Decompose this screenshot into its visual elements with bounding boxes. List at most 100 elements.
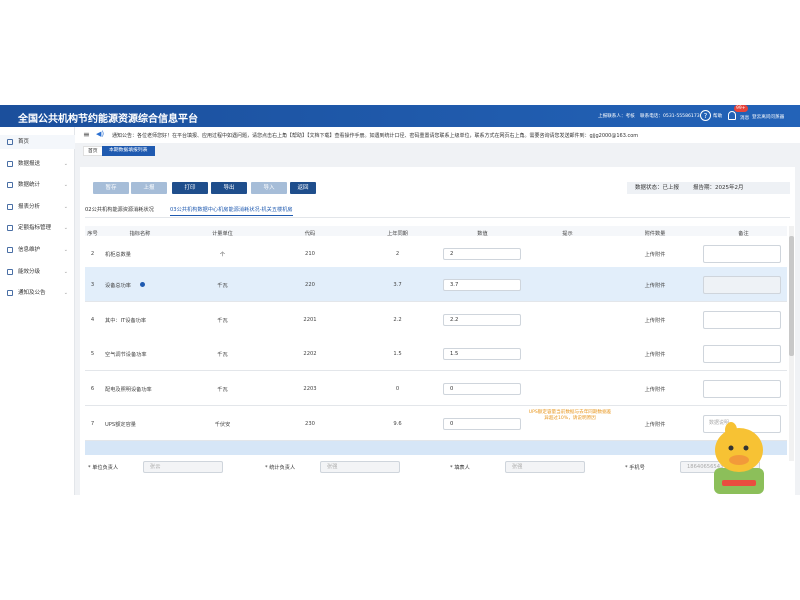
sidebar-item[interactable]: 信息维护 ⌄ <box>0 243 75 257</box>
column-header: 上年同期 <box>387 231 408 237</box>
main: ≡ ◀) 通知公告：各位老师您好！在平台填报、应用过程中如遇问题，请您点击右上角【帮… <box>75 127 800 495</box>
bell[interactable] <box>728 111 736 120</box>
cell-attachment[interactable]: 上传附件 <box>644 386 666 393</box>
cell-no: 7 <box>90 420 95 427</box>
value-input[interactable]: 3.7 <box>443 278 521 291</box>
tab[interactable]: 首页 <box>83 146 103 156</box>
user-menu[interactable]: 登云离问问蒸器 <box>752 115 785 120</box>
toolbar-button[interactable]: 暂存 <box>93 182 129 194</box>
sidebar-label: 能效分级 <box>18 268 41 275</box>
scrollbar-thumb <box>789 236 794 356</box>
subtab-active[interactable]: 03公共机构数据中心机房能源消耗状况-机关五楼机房 <box>170 206 293 216</box>
cell-last-year: 0 <box>395 385 400 392</box>
cell-code: 2202 <box>303 350 317 357</box>
cell-attachment[interactable]: 上传附件 <box>644 421 666 428</box>
sidebar-icon <box>7 203 13 210</box>
status-label: 数据状态： <box>635 185 663 191</box>
sidebar-item[interactable]: 报表分析 ⌄ <box>0 200 75 214</box>
sidebar-label: 报表分析 <box>18 203 41 210</box>
table-row <box>85 371 787 406</box>
sidebar-item[interactable]: 定额指标管理 ⌄ <box>0 221 75 235</box>
sidebar-item[interactable]: 首页 <box>0 135 75 149</box>
cell-no: 5 <box>90 350 95 357</box>
toolbar-button[interactable]: 打印 <box>172 182 208 194</box>
cell-name: 设备总功率 <box>105 282 131 289</box>
remark-textarea[interactable] <box>703 310 781 329</box>
table-row <box>85 406 787 441</box>
value-input[interactable]: 2.2 <box>443 313 521 326</box>
cell-no: 3 <box>90 281 95 288</box>
sidebar-item[interactable]: 能效分级 ⌄ <box>0 265 75 279</box>
menu-toggle[interactable]: ≡ <box>83 130 90 139</box>
help-icon[interactable]: ? <box>700 110 711 121</box>
data-table: 序号 指标名称 计量单位 代码 上年同期 数值 提示 附件数量 备注 2 机柜总数量 个 210 2 2 上传… <box>80 226 795 476</box>
help-link[interactable]: 帮助 <box>713 114 723 119</box>
notice-text: 通知公告：各位老师您好！在平台填报、应用过程中如遇问题，请您点击右上角【帮助】【… <box>112 133 639 139</box>
sidebar-arrow: ⌄ <box>63 225 68 232</box>
status-box: 数据状态：已上报 报告期：2025年2月 <box>627 182 790 194</box>
app-title: 全国公共机构节约能源资源综合信息平台 <box>18 114 198 125</box>
cell-attachment[interactable]: 上传附件 <box>644 251 666 258</box>
cell-attachment[interactable]: 上传附件 <box>644 282 666 289</box>
cell-unit: 千瓦 <box>217 386 228 393</box>
sidebar-icon <box>7 139 13 145</box>
field-label: * 填表人 <box>450 465 470 471</box>
sidebar-arrow: ⌄ <box>63 290 68 297</box>
field-input[interactable]: 张强 <box>320 461 400 473</box>
remark-textarea[interactable] <box>703 344 781 363</box>
sidebar-label: 数据报送 <box>18 160 41 167</box>
table-row <box>85 236 787 271</box>
cell-attachment[interactable]: 上传附件 <box>644 317 666 324</box>
value-input[interactable]: 0 <box>443 417 521 430</box>
cell-code: 230 <box>305 420 315 427</box>
subtab[interactable]: 02公共机构能源资源消耗状况 <box>85 207 154 213</box>
sidebar-arrow: ⌄ <box>63 182 68 189</box>
cell-name: 配电及照明设备功率 <box>105 386 152 393</box>
toolbar-button[interactable]: 导入 <box>251 182 287 194</box>
cell-last-year: 9.6 <box>393 420 402 427</box>
field-input[interactable]: 张强 <box>505 461 585 473</box>
column-header: 计量单位 <box>212 231 233 237</box>
value-input[interactable]: 2 <box>443 247 521 260</box>
field-label: * 统计负责人 <box>265 465 296 471</box>
sidebar-item[interactable]: 数据报送 ⌄ <box>0 157 75 171</box>
sidebar-item[interactable]: 数据统计 ⌄ <box>0 178 75 192</box>
field-input[interactable]: 张云 <box>143 461 223 473</box>
sidebar-label: 定额指标管理 <box>18 225 52 232</box>
cell-name: 其中：IT设备功率 <box>105 317 147 324</box>
column-header: 备注 <box>738 231 749 237</box>
remark-textarea[interactable] <box>703 275 781 294</box>
sidebar-label: 通知及公告 <box>18 290 46 297</box>
field-label: * 手机号 <box>625 465 645 471</box>
table-row-partial <box>85 441 787 455</box>
remark-textarea[interactable] <box>703 379 781 398</box>
message-link[interactable]: 消息 <box>740 116 750 121</box>
sidebar-icon <box>7 182 13 189</box>
tab-active[interactable]: 本期数据填报列表 <box>102 146 155 156</box>
cell-code: 210 <box>305 250 315 257</box>
sidebar-item[interactable]: 通知及公告 ⌄ <box>0 286 75 300</box>
toolbar-button[interactable]: 导出 <box>211 182 247 194</box>
cell-code: 2203 <box>303 385 317 392</box>
sidebar-arrow: ⌄ <box>63 203 68 210</box>
field-label: * 单位负责人 <box>88 465 119 471</box>
cell-unit: 千伏安 <box>214 421 231 428</box>
cell-no: 6 <box>90 385 95 392</box>
cell-last-year: 2 <box>395 250 400 257</box>
toolbar-button[interactable]: 上报 <box>131 182 167 194</box>
value-input[interactable]: 0 <box>443 382 521 395</box>
column-header: 代码 <box>304 231 316 237</box>
table-row <box>85 336 787 371</box>
cell-last-year: 3.7 <box>393 281 402 288</box>
toolbar-button[interactable]: 返回 <box>290 182 316 194</box>
cell-unit: 千瓦 <box>217 351 228 358</box>
column-header: 附件数量 <box>644 231 666 237</box>
sidebar-icon <box>7 268 13 275</box>
cell-attachment[interactable]: 上传附件 <box>644 351 666 358</box>
cell-name: 空气调节设备功率 <box>105 351 147 358</box>
cell-no: 2 <box>90 250 95 257</box>
remark-textarea[interactable] <box>703 244 781 263</box>
value-input[interactable]: 1.5 <box>443 347 521 360</box>
column-header: 数值 <box>477 231 488 237</box>
